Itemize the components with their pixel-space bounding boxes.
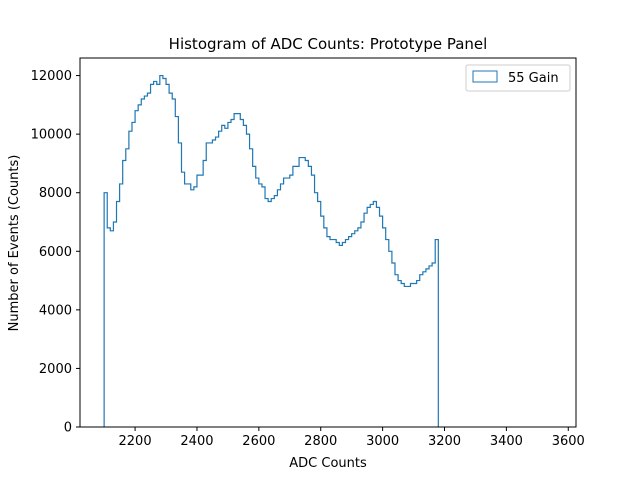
x-tick-label: 2600 — [242, 434, 275, 449]
legend: 55 Gain — [465, 64, 571, 92]
y-tick-label: 10000 — [31, 128, 72, 143]
x-tick-label: 3400 — [490, 434, 523, 449]
x-tick-label: 3200 — [428, 434, 461, 449]
x-tick-label: 2400 — [180, 434, 213, 449]
y-tick-label: 2000 — [39, 362, 72, 377]
y-tick-label: 12000 — [31, 69, 72, 84]
histogram-series-55-gain — [103, 74, 439, 427]
y-tick-label: 8000 — [39, 186, 72, 201]
legend-swatch-55-gain — [472, 70, 498, 83]
x-axis: 2200 2400 2600 2800 3000 3200 3400 3600 — [119, 427, 585, 449]
x-tick-label: 3600 — [552, 434, 585, 449]
x-tick-label: 2200 — [119, 434, 152, 449]
x-axis-label: ADC Counts — [289, 456, 367, 471]
legend-label-55-gain: 55 Gain — [508, 71, 559, 86]
x-tick-label: 3000 — [366, 434, 399, 449]
y-tick-label: 6000 — [39, 245, 72, 260]
y-tick-label: 4000 — [39, 303, 72, 318]
plot-frame — [79, 57, 577, 428]
y-axis: 0 2000 4000 6000 8000 10000 12000 — [31, 69, 80, 436]
x-tick-label: 2800 — [304, 434, 337, 449]
y-axis-label: Number of Events (Counts) — [7, 155, 22, 332]
plot-area — [103, 74, 439, 427]
chart-title: Histogram of ADC Counts: Prototype Panel — [169, 35, 488, 53]
y-tick-label: 0 — [64, 421, 72, 436]
